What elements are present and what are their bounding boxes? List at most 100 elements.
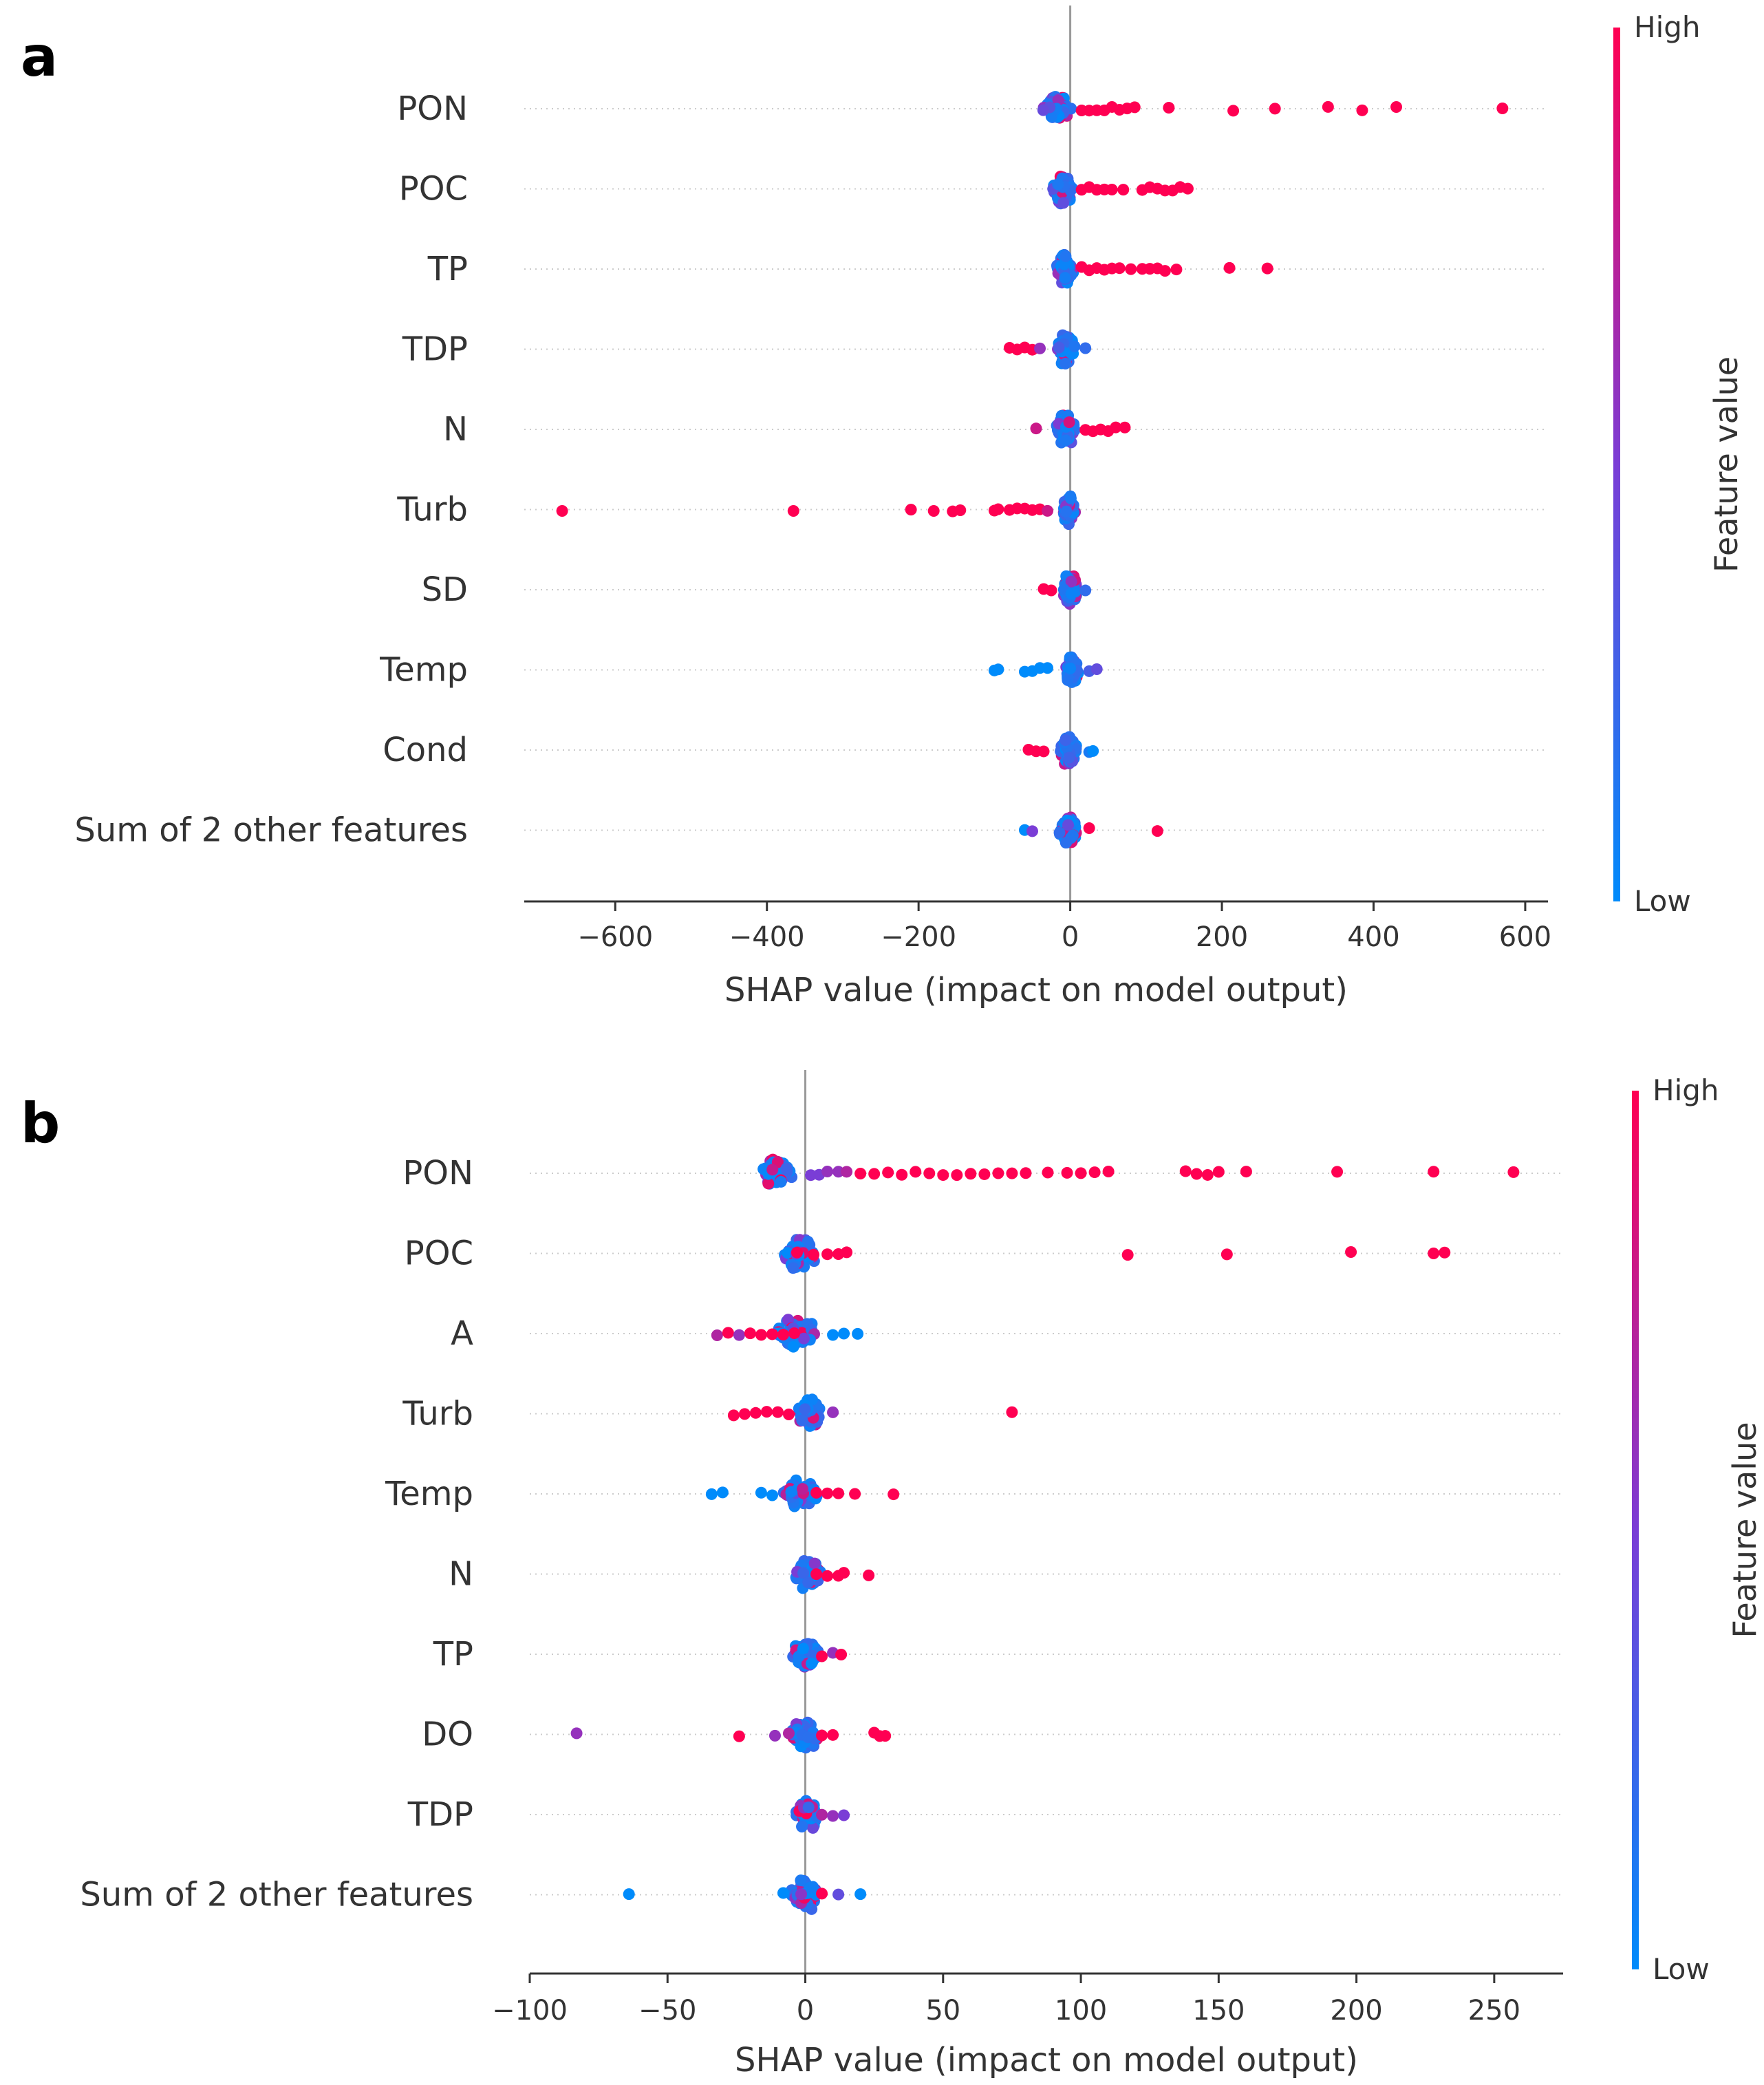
data-point <box>788 1327 801 1340</box>
data-point <box>1113 262 1126 275</box>
data-point <box>1034 342 1046 354</box>
core-dot <box>1064 492 1077 504</box>
data-point <box>827 1406 839 1418</box>
core-dot <box>1065 575 1077 588</box>
data-point <box>1170 264 1183 276</box>
data-point <box>992 503 1004 515</box>
data-point <box>1240 1166 1252 1178</box>
data-point <box>879 1730 892 1742</box>
data-point <box>835 1649 848 1661</box>
x-axis-label: SHAP value (impact on model output) <box>724 971 1348 1009</box>
feature-label: Sum of 2 other features <box>74 811 468 850</box>
data-point <box>733 1329 745 1341</box>
core-dot <box>797 1332 810 1345</box>
data-point <box>1075 1167 1087 1179</box>
data-point <box>1269 103 1281 115</box>
data-point <box>733 1730 745 1742</box>
feature-label: Turb <box>396 491 468 529</box>
data-point <box>755 1329 767 1341</box>
data-point <box>838 1567 850 1579</box>
data-point <box>882 1166 894 1179</box>
data-point <box>827 1810 839 1822</box>
x-tick-label: −100 <box>492 1995 568 2027</box>
core-dot <box>808 1557 821 1570</box>
feature-label: PON <box>402 1154 473 1193</box>
data-point <box>810 1568 823 1581</box>
data-point <box>992 1167 1004 1179</box>
x-tick-label: 150 <box>1192 1995 1245 2027</box>
core-dot <box>1052 178 1064 191</box>
data-point <box>760 1406 773 1418</box>
feature-label: POC <box>405 1234 473 1273</box>
x-tick-label: 0 <box>1062 921 1079 953</box>
data-point <box>863 1569 875 1581</box>
data-point <box>727 1409 740 1422</box>
colorbar-low-label: Low <box>1653 1952 1710 1986</box>
data-point <box>805 1169 817 1182</box>
panel-a: a PON POC TP TDP N Turb SD Temp Cond Sum of 2 othe… <box>21 6 1745 1009</box>
data-point <box>1030 423 1042 435</box>
x-tick-label: 400 <box>1347 921 1399 953</box>
core-dot <box>1060 434 1072 447</box>
feature-label: N <box>443 410 468 449</box>
x-tick-label: 250 <box>1468 1995 1520 2027</box>
data-point <box>888 1488 900 1501</box>
feature-label: N <box>449 1555 473 1594</box>
core-dot <box>797 1643 809 1655</box>
data-point <box>766 1489 778 1501</box>
data-point <box>716 1486 729 1499</box>
data-point <box>1042 1166 1054 1179</box>
data-point <box>1201 1168 1214 1181</box>
x-axis-label: SHAP value (impact on model output) <box>735 2041 1358 2079</box>
core-dot <box>802 1576 815 1589</box>
data-point <box>1117 184 1130 196</box>
data-point <box>816 1650 828 1662</box>
feature-label: TP <box>427 250 468 288</box>
x-tick-label: 200 <box>1330 1995 1382 2027</box>
core-dot <box>802 1235 814 1248</box>
colorbar-high-label: High <box>1653 1073 1719 1107</box>
core-dot <box>787 1340 799 1353</box>
feature-label: Temp <box>385 1475 473 1513</box>
data-point <box>838 1809 850 1821</box>
core-dot <box>1062 819 1074 831</box>
data-point <box>722 1327 734 1339</box>
data-point <box>816 1808 828 1821</box>
core-dot <box>797 1567 810 1579</box>
data-point <box>910 1166 922 1178</box>
core-dot <box>795 1888 808 1901</box>
core-dot <box>805 1658 817 1670</box>
data-point <box>771 1406 784 1418</box>
data-point <box>896 1168 908 1181</box>
data-point <box>854 1167 867 1179</box>
data-point <box>1223 261 1236 274</box>
feature-label: TP <box>433 1635 473 1674</box>
data-point <box>1079 584 1092 597</box>
data-point <box>1045 584 1057 597</box>
data-point <box>832 1487 845 1499</box>
data-point <box>1006 1406 1018 1418</box>
data-point <box>1121 1249 1134 1261</box>
core-dot <box>1053 826 1066 839</box>
core-dot <box>1060 734 1072 747</box>
core-dot <box>1060 505 1073 517</box>
panel-letter: b <box>21 1091 60 1155</box>
core-dot <box>802 1801 815 1814</box>
data-point <box>816 1729 828 1742</box>
core-dot <box>1060 836 1073 848</box>
data-point <box>1042 662 1054 674</box>
core-dot <box>785 1486 797 1498</box>
data-point <box>827 1729 839 1741</box>
core-dot <box>782 1247 794 1259</box>
data-point <box>1227 105 1240 117</box>
panel-letter: a <box>21 25 58 89</box>
x-tick-label: −50 <box>638 1995 696 2027</box>
core-dot <box>802 1731 814 1744</box>
data-point <box>1390 101 1403 114</box>
core-dot <box>775 1175 787 1188</box>
core-dot <box>1045 111 1057 123</box>
core-dot <box>1060 250 1072 262</box>
data-point <box>556 505 568 517</box>
core-dot <box>766 1164 779 1176</box>
